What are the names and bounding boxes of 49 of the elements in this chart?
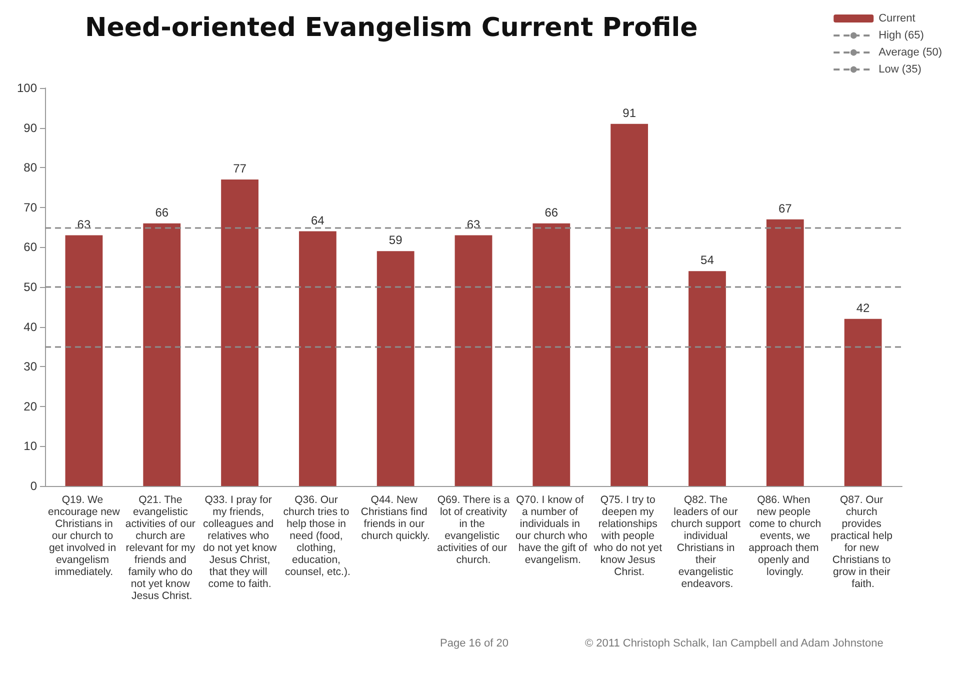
- y-tick-label: 50: [24, 280, 38, 294]
- legend-label: Average (50): [878, 46, 942, 58]
- x-tick-label: Q19. We encourage new Christians in our church to get involved in evangelism immediately.: [48, 494, 120, 578]
- x-tick-label: Q75. I try to deepen my relationships with people who do not yet know Jesus Christ.: [592, 494, 665, 578]
- data-label: 64: [311, 213, 325, 228]
- x-tick-label: Q44. New Christians find friends in our church quickly.: [360, 494, 430, 542]
- data-label: 54: [700, 253, 714, 268]
- bar: [143, 223, 181, 486]
- bar: [766, 219, 804, 486]
- bar: [688, 271, 726, 486]
- bar: [298, 231, 336, 486]
- data-label: 42: [856, 300, 870, 315]
- bar: [454, 235, 492, 486]
- data-label: 77: [233, 162, 247, 176]
- legend-label: High (65): [878, 30, 924, 42]
- y-tick-label: 30: [24, 360, 38, 374]
- text: Page 16 of 20: [440, 638, 509, 650]
- bar: [221, 180, 258, 486]
- y-tick-label: 100: [16, 81, 38, 95]
- legend-label: Current: [878, 12, 916, 24]
- category-label: Q21. The evangelistic activities of our church are relevant for my friends and family who do not yet know Jesus Christ.: [125, 494, 196, 602]
- text: © 2011 Christoph Schalk, Ian Campbell and Adam Johnstone: [585, 638, 884, 650]
- x-tick-label: Q36. Our church tries to help those in need (food, clothing, education, counsel, etc.).: [283, 494, 352, 578]
- x-tick-label: Q86. When new people come to church events, we approach them openly and lovingly.: [748, 494, 822, 578]
- y-tick-label: 10: [24, 439, 38, 454]
- x-tick-label: Q70. I know of a number of individuals in our church who have the gift of evangelism.: [516, 494, 588, 566]
- data-label: 66: [544, 205, 558, 220]
- bar: [844, 318, 882, 486]
- x-tick-label: Q87. Our church provides practical help for new Christians to grow in their faith.: [830, 494, 896, 590]
- y-tick-label: 70: [24, 200, 38, 214]
- y-tick-label: 80: [24, 160, 38, 175]
- y-tick-label: 0: [30, 479, 38, 493]
- data-label: 59: [388, 233, 403, 248]
- bar: [532, 223, 570, 486]
- y-tick-label: 20: [24, 399, 38, 414]
- bar: [376, 251, 414, 486]
- bar: [65, 235, 103, 486]
- x-tick-label: Q69. There is a lot of creativity in the evangelistic activities of our church.: [437, 494, 510, 566]
- chart-title: Need-oriented Evangelism Current Profile: [85, 13, 698, 43]
- legend-label: Low (35): [878, 64, 922, 76]
- x-tick-label: Q82. The leaders of our church support individual Christians in their evangelistic endeavors.: [671, 494, 744, 590]
- y-tick-label: 90: [24, 120, 38, 135]
- y-tick-label: 60: [24, 240, 38, 254]
- x-tick-label: Q33. I pray for my friends, colleagues and relatives who do not yet know Jesus Christ, that they will come to faith.: [202, 494, 277, 590]
- y-tick-label: 40: [24, 320, 38, 334]
- data-label: 91: [622, 106, 636, 120]
- data-label: 66: [155, 205, 169, 220]
- bar: [610, 124, 648, 486]
- data-label: 67: [778, 201, 792, 216]
